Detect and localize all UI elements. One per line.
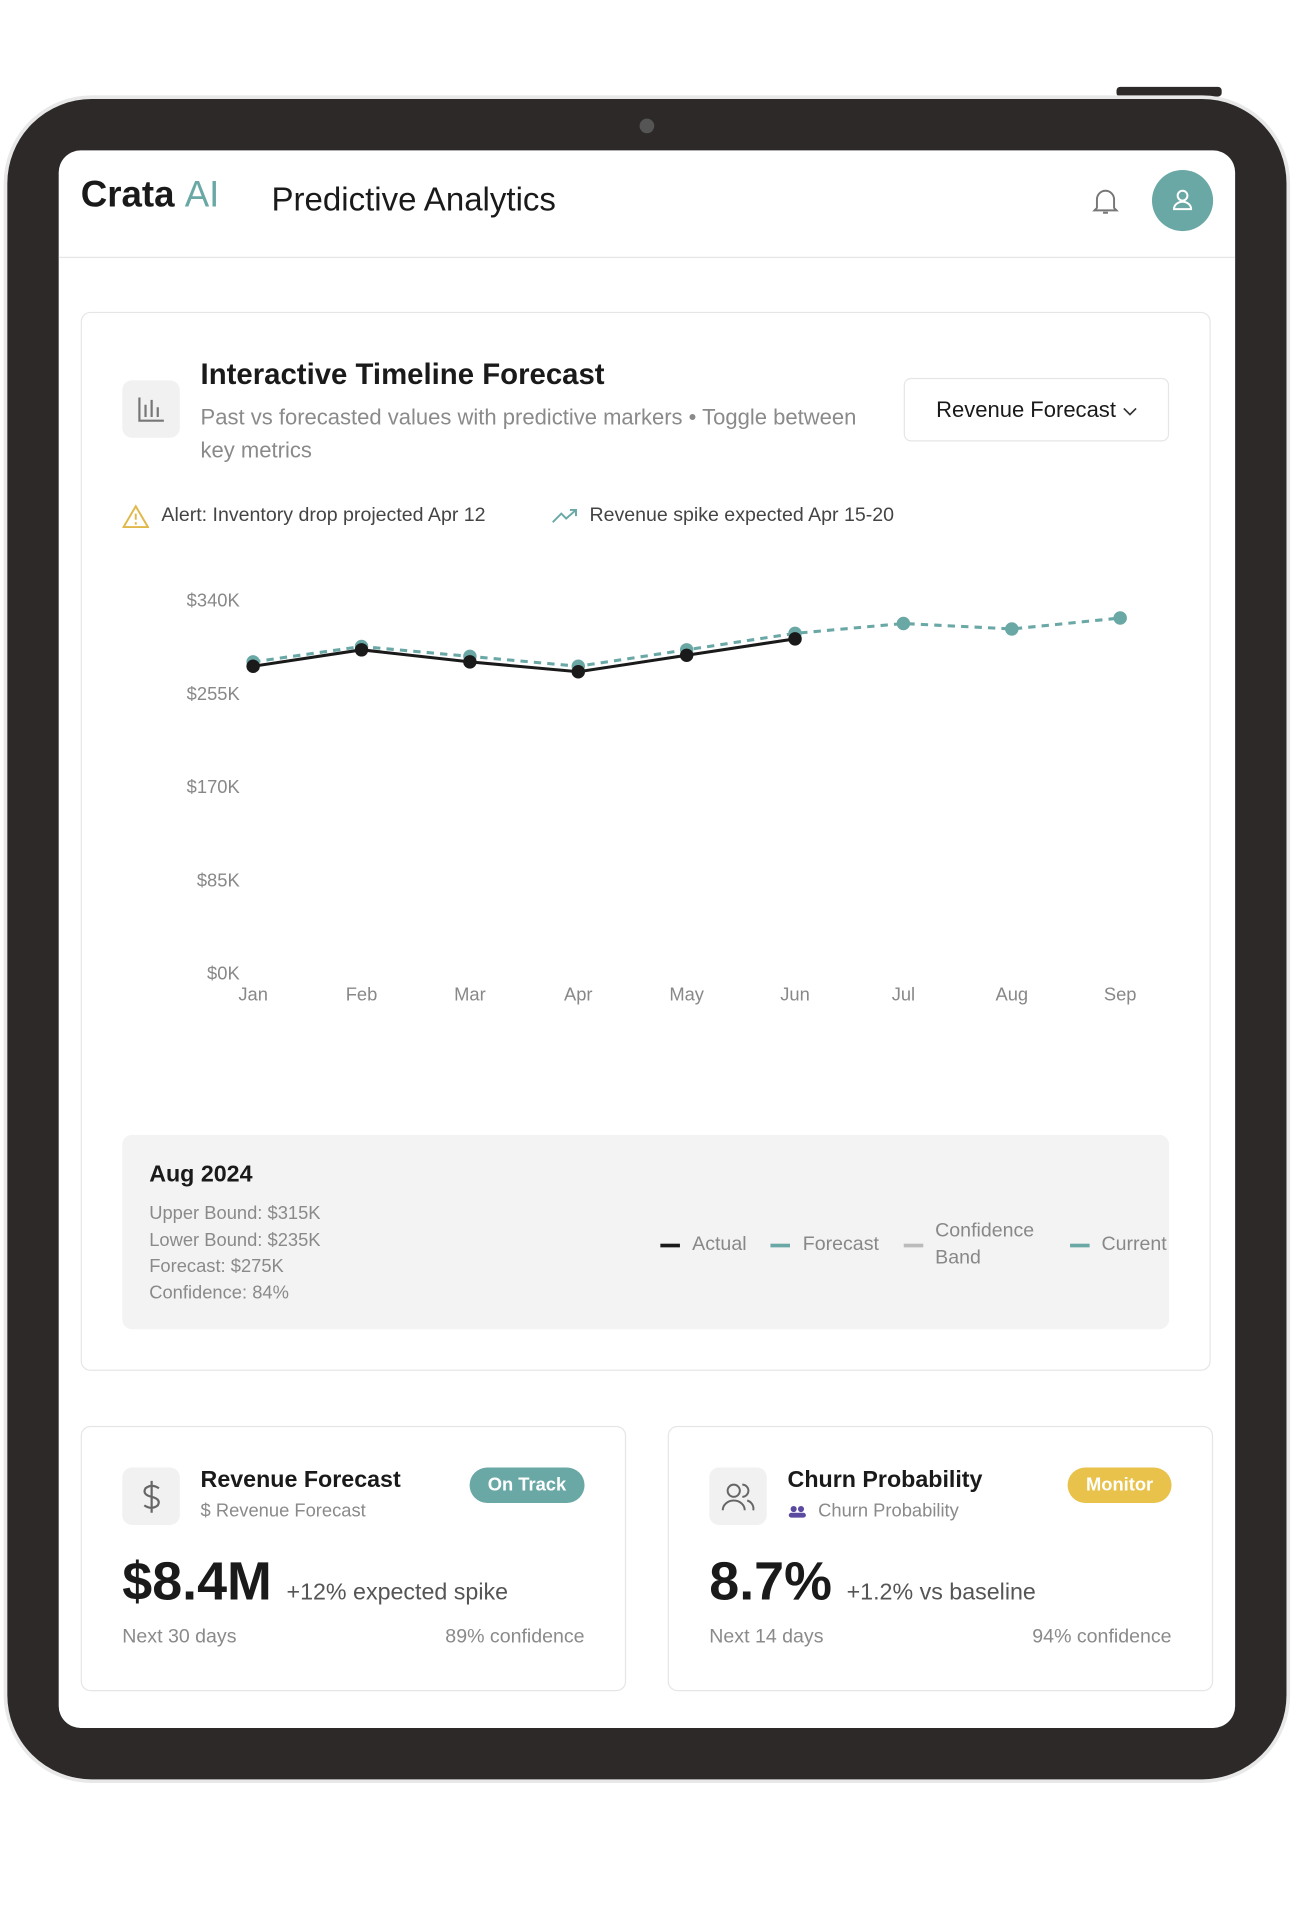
device-button [1116, 86, 1222, 97]
metric-change: +1.2% vs baseline [846, 1579, 1036, 1606]
data-point [463, 655, 477, 669]
metric-confidence: 89% confidence [445, 1626, 585, 1648]
brand-name: Crata [80, 174, 175, 216]
legend-label: Confidence Band [935, 1220, 1035, 1269]
series-line [252, 637, 796, 674]
details-line: Forecast: $275K [149, 1255, 284, 1277]
y-tick-label: $0K [207, 963, 240, 984]
x-tick-label: Mar [454, 983, 486, 1004]
legend-swatch [771, 1243, 791, 1247]
line-chart: $0K $85K $170K $255K $340K Jan Feb Mar Apr May Jun… [187, 590, 1137, 1005]
y-tick-label: $255K [187, 683, 241, 704]
card-subtitle: Past vs forecasted values with predictiv… [200, 404, 857, 463]
avatar[interactable] [1151, 169, 1214, 232]
details-line: Lower Bound: $235K [149, 1229, 321, 1251]
details-panel: Aug 2024 Upper Bound: $315K Lower Bound: … [122, 1134, 1170, 1330]
legend-item: Forecast [771, 1234, 879, 1256]
data-point [246, 659, 260, 673]
header: Crata AI Predictive Analytics [58, 150, 1236, 259]
legend-swatch [1069, 1243, 1090, 1247]
y-tick-label: $340K [187, 590, 241, 611]
y-tick-label: $85K [197, 869, 241, 890]
brand-accent: AI [184, 174, 220, 216]
metric-value-row: 8.7% +1.2% vs baseline [709, 1552, 1036, 1613]
data-point [788, 632, 802, 646]
chart-card: Interactive Timeline Forecast Past vs fo… [80, 311, 1211, 1371]
data-point [1113, 611, 1127, 625]
legend-label: Current [1101, 1233, 1167, 1255]
metric-value: $8.4M [122, 1551, 272, 1612]
data-point [354, 643, 369, 657]
legend-swatch [660, 1243, 680, 1247]
details-title: Aug 2024 [149, 1161, 253, 1188]
alert-text: Revenue spike expected Apr 15-20 [589, 505, 895, 526]
data-point [571, 665, 586, 679]
legend-item: Current [1069, 1233, 1167, 1256]
alert-text: Alert: Inventory drop projected Apr 12 [161, 505, 486, 526]
legend-item: Confidence Band [903, 1218, 1045, 1272]
x-tick-label: Sep [1104, 983, 1137, 1004]
metric-dropdown[interactable]: Revenue Forecast [903, 377, 1170, 442]
x-tick-label: Aug [995, 983, 1028, 1004]
chart-icon [122, 380, 180, 438]
legend-label: Forecast [802, 1233, 879, 1255]
dropdown-label: Revenue Forecast [936, 397, 1116, 422]
metric-card: Revenue Forecast $ Revenue Forecast On Tra… [80, 1425, 627, 1692]
y-tick-label: $170K [187, 776, 241, 797]
metric-icon [122, 1467, 180, 1525]
metric-subtitle: Churn Probability [818, 1500, 959, 1522]
metric-period: Next 14 days [709, 1626, 824, 1648]
legend-swatch [903, 1243, 923, 1247]
x-tick-label: Jan [238, 983, 268, 1004]
bell-icon[interactable] [1092, 187, 1119, 216]
details-line: Confidence: 84% [149, 1282, 289, 1303]
x-tick-label: Feb [346, 983, 378, 1004]
status-badge: On Track [469, 1467, 585, 1503]
legend-item: Actual [660, 1233, 747, 1256]
metric-title: Revenue Forecast [200, 1467, 401, 1494]
subtitle-icon [788, 1503, 808, 1518]
metric-change: +12% expected spike [286, 1579, 509, 1606]
data-point [896, 616, 911, 631]
x-tick-label: Apr [564, 983, 593, 1004]
details-legend: Actual Forecast Confidence Band Current [660, 1218, 1167, 1272]
metric-value: 8.7% [709, 1551, 832, 1612]
metric-icon [709, 1467, 767, 1525]
x-tick-label: Jun [780, 983, 810, 1004]
brand: Crata AI [81, 175, 220, 217]
metric-confidence: 94% confidence [1032, 1626, 1172, 1648]
data-point [1005, 622, 1019, 636]
page-title: Predictive Analytics [271, 180, 556, 218]
metric-value-row: $8.4M +12% expected spike [122, 1552, 508, 1613]
legend-label: Actual [692, 1233, 747, 1255]
metric-period: Next 30 days [122, 1626, 237, 1648]
data-point [679, 648, 694, 663]
alert-icon [122, 504, 150, 529]
metric-title: Churn Probability [787, 1467, 983, 1494]
details-line: Upper Bound: $315K [149, 1203, 321, 1225]
x-tick-label: Jul [892, 983, 915, 1004]
camera [639, 118, 655, 134]
details-lines: Upper Bound: $315K Lower Bound: $235K Fore… [149, 1201, 320, 1306]
metric-card: Churn Probability Churn Probability Monito… [667, 1425, 1214, 1692]
x-tick-label: May [669, 983, 704, 1004]
trend-icon [552, 508, 577, 523]
status-badge: Monitor [1067, 1467, 1172, 1503]
metric-subtitle: $ Revenue Forecast [200, 1500, 366, 1522]
card-title: Interactive Timeline Forecast [200, 358, 605, 392]
